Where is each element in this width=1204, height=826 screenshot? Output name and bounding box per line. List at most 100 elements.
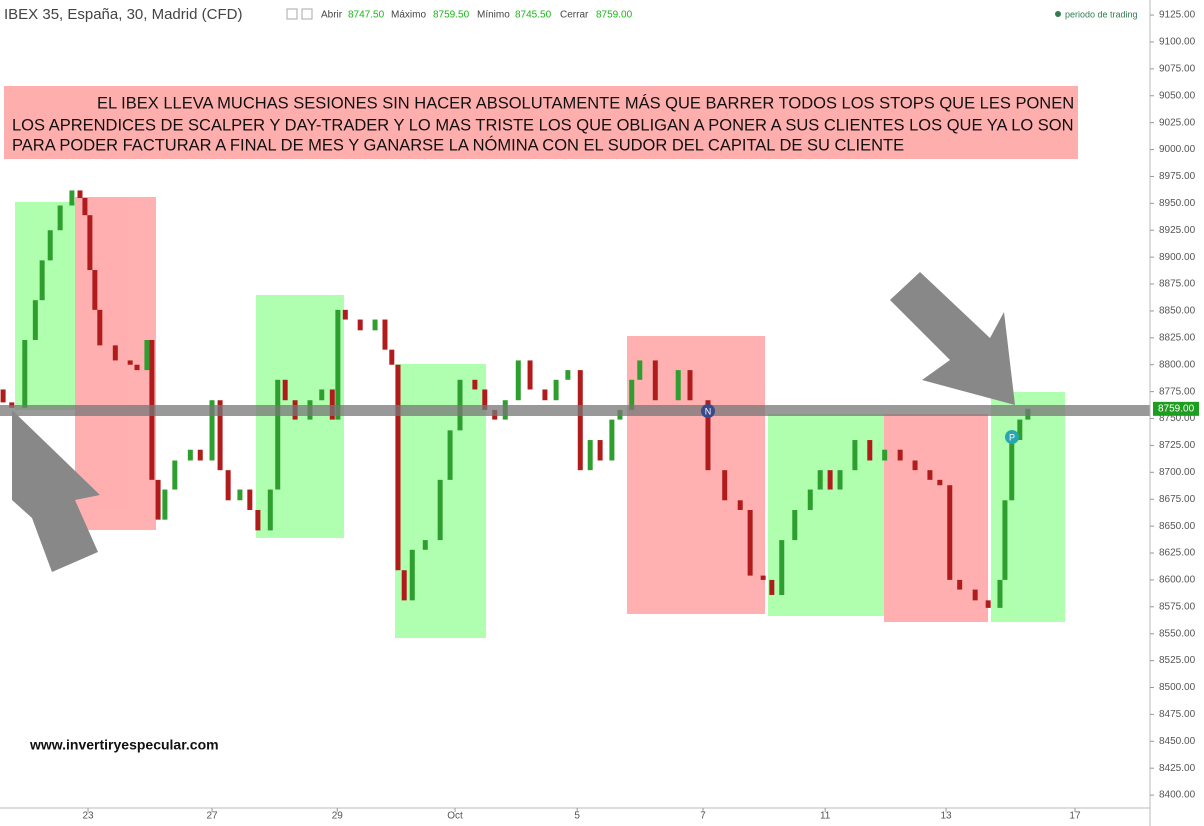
x-tick-label: 29: [332, 811, 344, 822]
y-tick-label: 8400.00: [1159, 790, 1196, 801]
candle: [705, 400, 711, 471]
candle: [482, 389, 488, 410]
candle: [472, 379, 478, 390]
marker-label: P: [1009, 432, 1015, 442]
y-tick-label: 8750.00: [1159, 413, 1196, 424]
marker-label: N: [705, 406, 712, 416]
candle: [807, 489, 813, 510]
ohlc-label: Cerrar: [560, 10, 589, 21]
candle: [997, 579, 1003, 608]
ohlc-label: Mínimo: [477, 10, 510, 21]
candle: [282, 379, 288, 401]
candle: [760, 575, 766, 580]
candle: [837, 470, 843, 490]
y-tick-label: 8425.00: [1159, 763, 1196, 774]
y-tick-label: 8700.00: [1159, 467, 1196, 478]
candle: [69, 190, 75, 206]
candle: [144, 339, 150, 371]
session-dot: [1055, 11, 1061, 17]
y-tick-label: 8525.00: [1159, 655, 1196, 666]
candle: [852, 440, 858, 471]
candle: [542, 389, 548, 401]
candle: [409, 549, 415, 601]
y-tick-label: 8675.00: [1159, 494, 1196, 505]
y-tick-label: 8725.00: [1159, 440, 1196, 451]
y-tick-label: 9075.00: [1159, 63, 1196, 74]
x-tick-label: 5: [574, 811, 580, 822]
candle: [437, 479, 443, 541]
ohlc-value: 8759.50: [433, 10, 470, 21]
y-tick-label: 8475.00: [1159, 709, 1196, 720]
candle: [22, 339, 28, 408]
y-tick-label: 8950.00: [1159, 198, 1196, 209]
ohlc-label: Abrir: [321, 10, 343, 21]
candle: [597, 440, 603, 461]
marker-p: [1005, 430, 1019, 444]
annotation-line: EL IBEX LLEVA MUCHAS SESIONES SIN HACER …: [97, 93, 1074, 112]
candle: [382, 319, 388, 350]
arrow: [890, 272, 1015, 405]
y-tick-label: 8800.00: [1159, 359, 1196, 370]
candle: [747, 509, 753, 576]
candle: [187, 449, 193, 461]
candle: [587, 440, 593, 471]
candle: [985, 600, 991, 608]
candle: [97, 309, 103, 346]
y-tick-label: 9000.00: [1159, 144, 1196, 155]
candle: [422, 540, 428, 550]
candle: [395, 364, 401, 571]
candle: [629, 379, 635, 410]
candle: [77, 190, 83, 198]
candle: [319, 389, 325, 401]
candle: [912, 460, 918, 471]
candle: [225, 470, 231, 501]
candle: [342, 309, 348, 320]
candle: [57, 205, 63, 231]
candle: [553, 379, 559, 401]
candle: [927, 470, 933, 480]
ohlc-value: 8747.50: [348, 10, 385, 21]
candle: [209, 400, 215, 461]
icon: [301, 8, 313, 20]
candle: [609, 419, 615, 461]
y-tick-label: 8625.00: [1159, 548, 1196, 559]
candle: [389, 349, 395, 365]
candle: [162, 489, 168, 520]
candle: [87, 215, 93, 271]
y-tick-label: 8650.00: [1159, 521, 1196, 532]
x-tick-label: 27: [206, 811, 218, 822]
y-tick-label: 8500.00: [1159, 682, 1196, 693]
candle: [47, 230, 53, 261]
candle: [957, 579, 963, 590]
y-tick-label: 9100.00: [1159, 37, 1196, 48]
annotation-line: LOS APRENDICES DE SCALPER Y DAY-TRADER Y…: [12, 116, 1074, 134]
candle: [779, 540, 785, 595]
candle: [275, 379, 281, 490]
x-tick-label: 17: [1069, 811, 1081, 822]
candle: [687, 370, 693, 401]
x-tick-label: 13: [940, 811, 952, 822]
zone-red: [75, 197, 156, 530]
candle: [577, 370, 583, 471]
symbol: IBEX 35, España, 30, Madrid (CFD): [4, 6, 242, 23]
y-tick-label: 9125.00: [1159, 10, 1196, 21]
candle: [217, 400, 223, 471]
ohlc-value: 8759.00: [596, 10, 633, 21]
zone-red: [627, 336, 765, 614]
candle: [255, 509, 261, 531]
candle: [197, 449, 203, 461]
candle: [527, 360, 533, 390]
y-tick-label: 8775.00: [1159, 386, 1196, 397]
y-tick-label: 8875.00: [1159, 279, 1196, 290]
session: periodo de trading: [1065, 9, 1138, 19]
zone-red: [884, 414, 988, 622]
candle: [652, 360, 658, 401]
y-tick-label: 8975.00: [1159, 171, 1196, 182]
candle: [565, 370, 571, 380]
candle: [937, 479, 943, 486]
icon: [286, 8, 298, 20]
y-tick-label: 8925.00: [1159, 225, 1196, 236]
y-tick-label: 8900.00: [1159, 252, 1196, 263]
candle: [39, 260, 45, 301]
